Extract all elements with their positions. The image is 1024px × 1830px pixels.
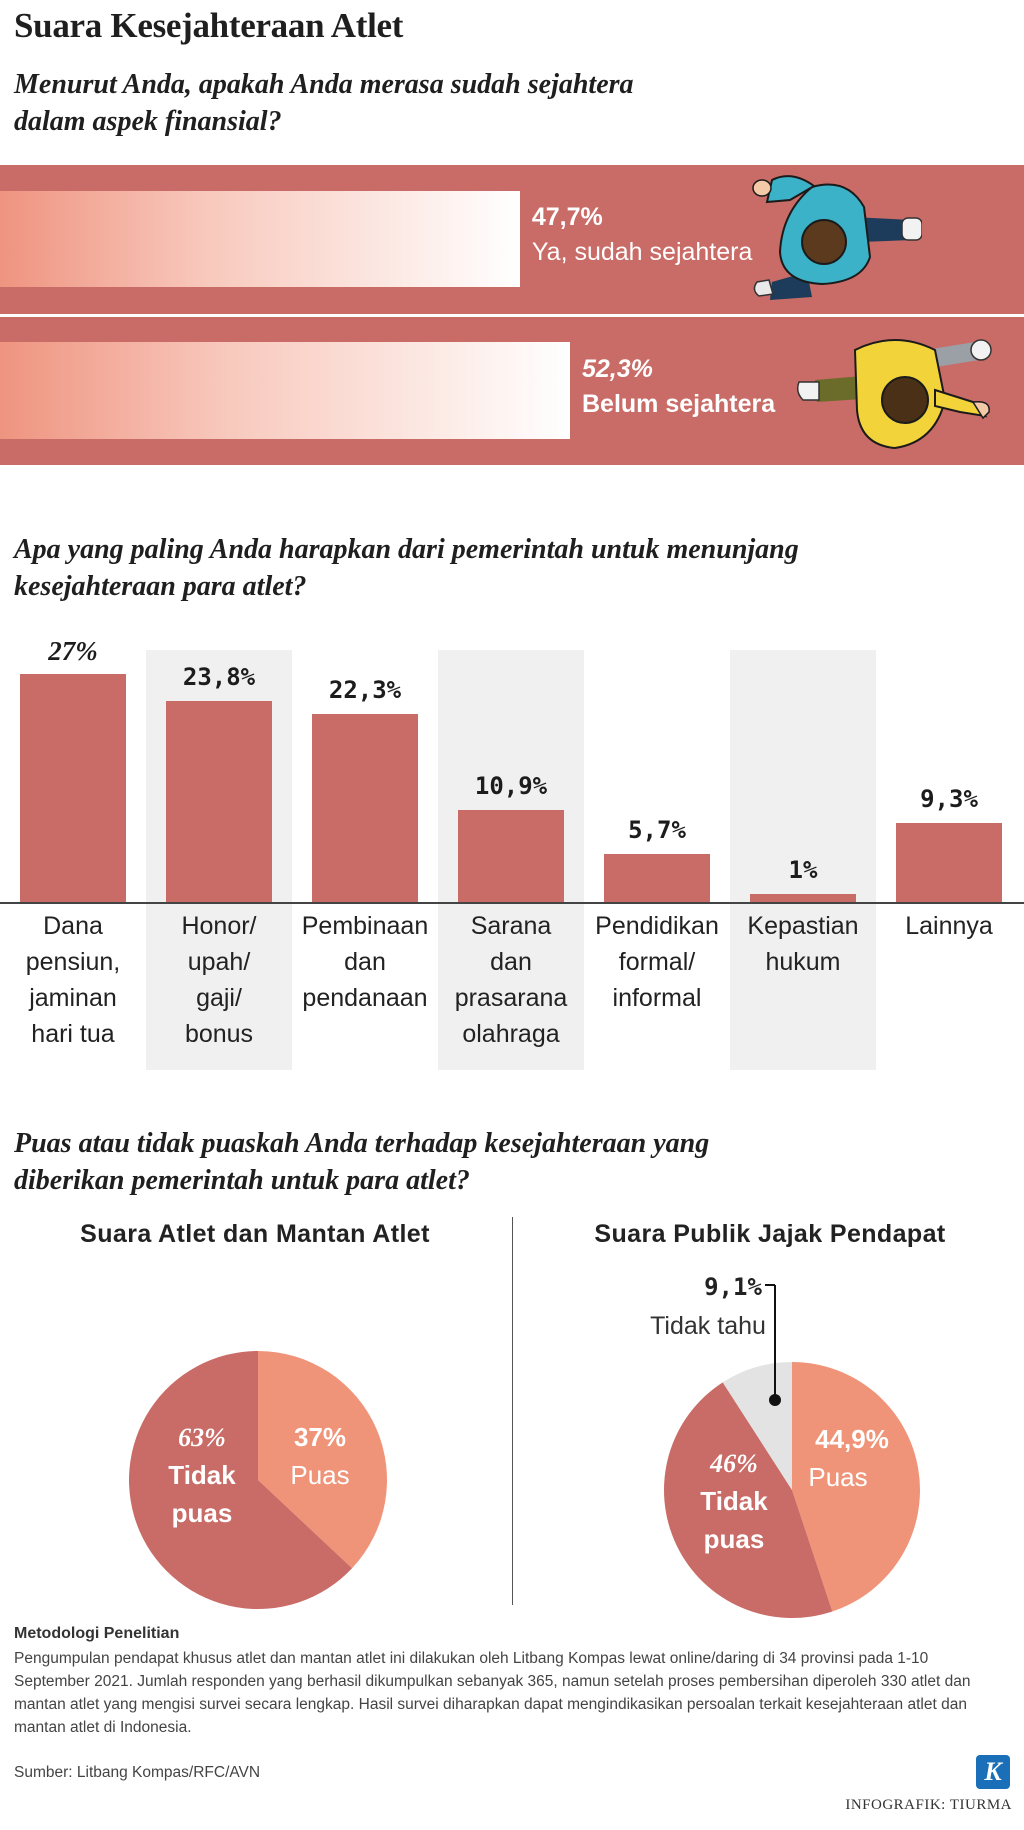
- bar: [458, 809, 564, 902]
- pie-right-tidak-pct: 46%: [709, 1449, 758, 1478]
- q2-question: Apa yang paling Anda harapkan dari pemer…: [14, 531, 799, 605]
- methodology-title: Metodologi Penelitian: [14, 1625, 180, 1642]
- bar-category-label: Kepastian hukum: [747, 912, 859, 976]
- bar-value-label: 27%: [48, 636, 98, 666]
- q2-question-line1: Apa yang paling Anda harapkan dari pemer…: [14, 534, 799, 565]
- pie-left-tidak-pct: 63%: [178, 1423, 226, 1452]
- bar-category-label: Sarana dan prasarana olahraga: [454, 912, 568, 1048]
- pie-right-puas-label: Puas: [808, 1462, 867, 1492]
- pie-right-tidak-label: Tidak: [700, 1486, 768, 1516]
- bar-value-label: 23,8%: [182, 663, 256, 692]
- pie-slice: [663, 1382, 833, 1618]
- bar: [166, 701, 272, 902]
- pie-divider: [512, 1217, 513, 1605]
- kompas-logo: K: [976, 1755, 1010, 1789]
- pie-right-tidaktahu-label: Tidak tahu: [650, 1312, 766, 1340]
- q2-question-line2: kesejahteraan para atlet?: [14, 571, 307, 602]
- pie-slice: [792, 1362, 921, 1612]
- q1-label-group-2: 52,3% Belum sejahtera: [582, 355, 775, 419]
- x-axis-baseline: [0, 902, 1024, 904]
- bar-category-label: Dana pensiun, jaminan hari tua: [25, 912, 121, 1048]
- pie-slice: [258, 1351, 387, 1569]
- q3-question-line1: Puas atau tidak puaskah Anda terhadap ke…: [14, 1128, 710, 1159]
- bar-value-label: 10,9%: [474, 771, 548, 800]
- page-title: Suara Kesejahteraan Atlet: [14, 6, 404, 45]
- q1-label-belum: Belum sejahtera: [582, 390, 776, 418]
- q1-question-line2: dalam aspek finansial?: [14, 106, 282, 137]
- pie-left-tidak-label: puas: [172, 1498, 233, 1528]
- bar: [20, 674, 126, 902]
- pie-left-tidak-label: Tidak: [168, 1460, 236, 1490]
- bar-column-bg: [730, 650, 876, 1070]
- bar-category-label: Lainnya: [905, 912, 993, 940]
- bar: [604, 853, 710, 902]
- bar: [896, 823, 1002, 902]
- q1-bar-sejahtera: [0, 191, 520, 287]
- athlete-illustration-2: [796, 339, 992, 450]
- satisfaction-pie-charts: 37% Puas 63% Tidak puas 44,9% Puas 46% Tidak puas…: [129, 1273, 921, 1618]
- q3-question: Puas atau tidak puaskah Anda terhadap ke…: [14, 1125, 709, 1199]
- pie-right-tidak-label: puas: [704, 1524, 765, 1554]
- methodology-body: Pengumpulan pendapat khusus atlet dan ma…: [14, 1650, 971, 1736]
- bar-value-label: 1%: [788, 855, 818, 884]
- athlete-illustration-1: [752, 175, 922, 300]
- q1-pct-belum: 52,3%: [582, 355, 653, 383]
- q1-label-group-1: 47,7% Ya, sudah sejahtera: [532, 203, 753, 267]
- q1-bar-belum: [0, 342, 570, 439]
- bar-category-label: Honor/ upah/ gaji/ bonus: [181, 912, 257, 1048]
- q3-question-line2: diberikan pemerintah untuk para atlet?: [14, 1165, 470, 1196]
- bar-value-label: 22,3%: [328, 675, 402, 704]
- pie-left-title: Suara Atlet dan Mantan Atlet: [80, 1220, 430, 1248]
- bar-category-label: Pendidikan formal/ informal: [595, 912, 719, 1012]
- pie-slice: [129, 1351, 353, 1609]
- bar: [750, 893, 856, 902]
- q1-label-sejahtera: Ya, sudah sejahtera: [531, 238, 753, 266]
- bar-value-label: 9,3%: [920, 785, 978, 814]
- q1-question: Menurut Anda, apakah Anda merasa sudah s…: [14, 66, 634, 140]
- source-note: Sumber: Litbang Kompas/RFC/AVN: [14, 1764, 261, 1781]
- bar-category-label: Pembinaan dan pendanaan: [301, 912, 429, 1012]
- infographic-credit: INFOGRAFIK: TIURMA: [845, 1797, 1012, 1813]
- bar: [312, 713, 418, 902]
- expectation-bar-chart: 27% Dana pensiun, jaminan hari tua 23,8% Ho…: [0, 636, 1024, 1070]
- pie-right-tidaktahu-pct: 9,1%: [704, 1273, 762, 1301]
- bar-value-label: 5,7%: [628, 815, 686, 844]
- pie-right-title: Suara Publik Jajak Pendapat: [594, 1220, 946, 1248]
- pie-right-puas-pct: 44,9%: [815, 1424, 889, 1454]
- q1-question-line1: Menurut Anda, apakah Anda merasa sudah s…: [14, 69, 634, 100]
- pie-left-puas-pct: 37%: [294, 1422, 346, 1452]
- q1-pct-sejahtera: 47,7%: [531, 203, 603, 231]
- pie-left-puas-label: Puas: [290, 1460, 349, 1490]
